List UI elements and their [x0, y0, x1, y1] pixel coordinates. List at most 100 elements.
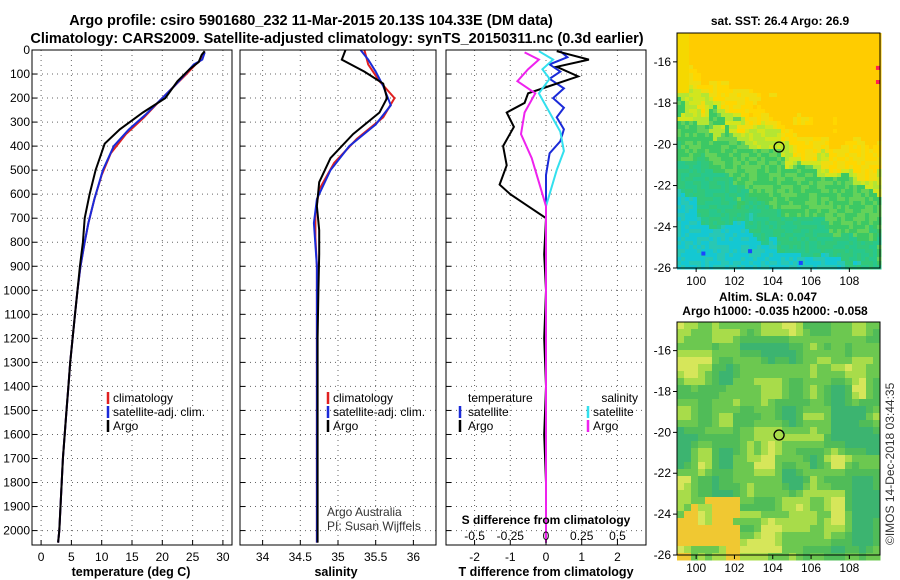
map-cell [685, 85, 690, 90]
map-cell [753, 173, 758, 178]
map-cell [717, 221, 722, 226]
map-cell [768, 392, 776, 400]
map-cell [745, 213, 750, 218]
map-cell [877, 165, 882, 170]
map-cell [733, 145, 738, 150]
map-cell [853, 141, 858, 146]
map-cell [753, 145, 758, 150]
map-cell [775, 406, 783, 414]
map-cell [831, 427, 839, 435]
map-cell [754, 462, 762, 470]
map-cell [869, 221, 874, 226]
map-cell [845, 157, 850, 162]
map-cell [805, 213, 810, 218]
map-cell [768, 448, 776, 456]
map-cell [853, 113, 858, 118]
map-cell [852, 420, 860, 428]
map-cell [841, 265, 846, 270]
map-cell [781, 133, 786, 138]
map-cell [701, 141, 706, 146]
map-cell [713, 161, 718, 166]
map-cell [725, 145, 730, 150]
map-cell [809, 177, 814, 182]
map-cell [789, 221, 794, 226]
map-cell [757, 49, 762, 54]
map-cell [733, 233, 738, 238]
map-cell [737, 61, 742, 66]
map-cell [859, 427, 867, 435]
map-cell [801, 209, 806, 214]
map-cell [761, 406, 769, 414]
map-cell [684, 336, 692, 344]
map-cell [769, 213, 774, 218]
map-cell [705, 73, 710, 78]
map-cell [824, 392, 832, 400]
map-cell [737, 221, 742, 226]
map-cell [821, 173, 826, 178]
map-cell [753, 245, 758, 250]
map-cell [737, 45, 742, 50]
map-cell [853, 69, 858, 74]
map-cell [821, 141, 826, 146]
map-cell [709, 53, 714, 58]
map-cell [709, 133, 714, 138]
map-cell [726, 441, 734, 449]
map-cell [789, 77, 794, 82]
map-cell [838, 371, 846, 379]
map-cell [689, 245, 694, 250]
map-cell [789, 209, 794, 214]
map-cell [833, 97, 838, 102]
map-cell [857, 65, 862, 70]
map-cell [821, 145, 826, 150]
map-cell [737, 185, 742, 190]
map-cell [677, 85, 682, 90]
map-cell [689, 185, 694, 190]
map-cell [749, 69, 754, 74]
map-cell [829, 57, 834, 62]
map-cell [721, 113, 726, 118]
map-cell [813, 221, 818, 226]
map-cell [789, 225, 794, 230]
map-cell [733, 448, 741, 456]
map-cell [838, 532, 846, 540]
map-cell [685, 229, 690, 234]
map-cell [705, 476, 713, 484]
map-cell [737, 117, 742, 122]
map-cell [845, 237, 850, 242]
map-cell [877, 213, 882, 218]
map-cell [869, 69, 874, 74]
map-cell [821, 65, 826, 70]
map-cell [681, 233, 686, 238]
map-cell [712, 371, 720, 379]
map-cell [717, 209, 722, 214]
map-cell [821, 57, 826, 62]
map-cell [719, 350, 727, 358]
map-cell [841, 85, 846, 90]
map-cell [777, 85, 782, 90]
map-cell [845, 57, 850, 62]
map-cell [845, 165, 850, 170]
map-cell [761, 101, 766, 106]
map-cell [681, 157, 686, 162]
map-cell [709, 237, 714, 242]
map-cell [849, 89, 854, 94]
map-cell [877, 201, 882, 206]
map-cell [717, 169, 722, 174]
map-cell [709, 93, 714, 98]
map-cell [825, 157, 830, 162]
map-cell [793, 225, 798, 230]
map-cell [729, 49, 734, 54]
map-cell [838, 455, 846, 463]
map-cell [821, 197, 826, 202]
map-cell [821, 229, 826, 234]
map-cell [841, 65, 846, 70]
map-cell [797, 217, 802, 222]
map-cell [841, 93, 846, 98]
map-cell [740, 497, 748, 505]
map-cell [705, 213, 710, 218]
map-cell [773, 57, 778, 62]
map-cell [796, 406, 804, 414]
map-cell [793, 173, 798, 178]
map-cell [773, 221, 778, 226]
map-cell [745, 185, 750, 190]
